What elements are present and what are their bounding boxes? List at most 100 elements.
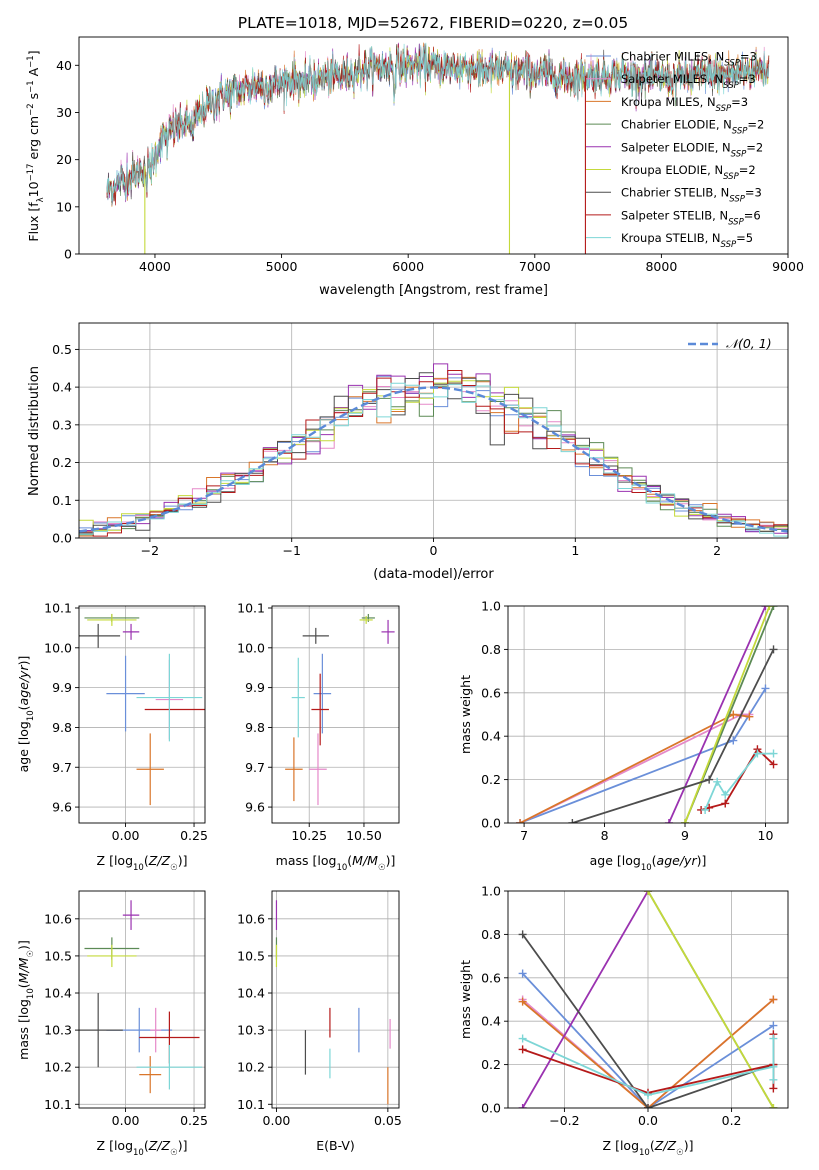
y-tick-label: 0.4 <box>481 729 501 744</box>
y-tick-label: 9.8 <box>245 720 265 735</box>
mass-weight-marker-kroupa_stelib <box>713 777 722 786</box>
mass-weight-marker-chabrier_stelib <box>568 819 577 823</box>
x-tick-label: 8 <box>601 828 609 843</box>
mass-weight-marker-salpeter_elodie <box>761 606 770 610</box>
legend-label: Kroupa STELIB, NSSP=5 <box>621 231 753 250</box>
legend-label: Salpeter STELIB, NSSP=6 <box>621 208 761 227</box>
y-tick-label: 0 <box>64 247 72 262</box>
y-tick-label: 1.0 <box>481 884 501 899</box>
x-axis-label: (data-model)/error <box>373 567 494 582</box>
axes-frame <box>78 890 206 1109</box>
x-axis-label: age [log10(age/yr)] <box>590 853 707 873</box>
axes-mass_vs_Z: 0.00 0.25 10.1 10.2 10.3 10.4 10.5 10.6 Z [log10… <box>16 890 208 1158</box>
y-tick-label: 0.2 <box>481 772 501 787</box>
mass-weight-marker-kroupa_stelib <box>769 749 778 758</box>
legend-label: Chabrier STELIB, NSSP=3 <box>621 186 762 205</box>
legend: Chabrier MILES, NSSP=3 Salpeter MILES, NS… <box>586 50 764 250</box>
y-axis-label: mass weight <box>458 675 473 754</box>
mass-weight-marker-kroupa_stelib <box>769 1075 778 1084</box>
mass-weight-marker-salpeter_stelib <box>769 760 778 769</box>
x-tick-label: 0 <box>430 543 438 558</box>
x-axis-label: Z [log10(Z/Z☉)] <box>97 1138 188 1158</box>
y-axis-label: mass [log10(M/M☉)] <box>16 940 36 1060</box>
histogram-kroupa_elodie <box>79 380 788 532</box>
y-tick-label: 10.6 <box>237 911 265 926</box>
mass-weight-marker-kroupa_elodie <box>681 819 690 823</box>
histogram-kroupa_stelib <box>79 382 788 537</box>
x-tick-label: 2 <box>713 543 721 558</box>
y-tick-label: 0.8 <box>481 642 501 657</box>
mass-weight-marker-kroupa_miles <box>745 712 754 721</box>
plot-area-residuals <box>79 363 788 537</box>
y-tick-label: 0.8 <box>481 927 501 942</box>
y-tick-label: 20 <box>56 152 72 167</box>
mass-weight-marker-kroupa_stelib <box>701 805 710 814</box>
x-tick-label: −0.2 <box>549 1113 579 1128</box>
x-tick-label: −1 <box>282 543 300 558</box>
mass-weight-marker-salpeter_stelib <box>518 1045 527 1054</box>
axes-mass_vs_ebv: 0.00 0.05 10.1 10.2 10.3 10.4 10.5 10.6 E(B-V) <box>237 890 402 1153</box>
x-tick-label: 7000 <box>519 259 551 274</box>
mass-weight-marker-kroupa_miles <box>518 997 527 1006</box>
mass-weight-marker-kroupa_miles <box>516 819 525 823</box>
y-tick-label: 0.6 <box>481 685 501 700</box>
plot-area-age_vs_Z <box>79 613 205 806</box>
y-tick-label: 10.6 <box>44 911 72 926</box>
y-tick-label: 0.0 <box>52 531 72 546</box>
legend-label: Kroupa ELODIE, NSSP=2 <box>621 163 756 182</box>
mass-weight-marker-kroupa_elodie <box>644 891 652 895</box>
y-tick-label: 10.0 <box>237 640 265 655</box>
x-tick-label: 10.25 <box>291 828 327 843</box>
y-tick-label: 10.1 <box>44 600 72 615</box>
axes-frame <box>507 605 789 824</box>
x-tick-label: 5000 <box>266 259 298 274</box>
y-tick-label: 10.5 <box>44 948 72 963</box>
x-axis-label: Z [log10(Z/Z☉)] <box>97 853 188 873</box>
x-axis-label: mass [log10(M/M☉)] <box>276 853 396 873</box>
mass-weight-marker-chabrier_stelib <box>518 930 527 939</box>
mass-weight-marker-salpeter_elodie <box>518 1104 527 1108</box>
axes-spectrum: 4000 5000 6000 7000 8000 9000 0 10 20 30 40 wavelen… <box>26 36 804 298</box>
y-tick-label: 10.3 <box>237 1023 265 1038</box>
plot-area-mass_vs_ebv <box>275 900 391 1105</box>
x-tick-label: 4000 <box>139 259 171 274</box>
legend-label: Salpeter ELODIE, NSSP=2 <box>621 140 763 159</box>
x-tick-label: 10 <box>758 828 774 843</box>
mass-weight-marker-chabrier_miles <box>761 684 770 693</box>
y-axis-label: Flux [fλ10−17 erg cm−2 s−1 A−1] <box>26 50 46 241</box>
spectrum-line-kroupa_stelib <box>106 42 770 202</box>
y-tick-label: 40 <box>56 58 72 73</box>
y-tick-label: 0.4 <box>52 380 72 395</box>
axes-frame <box>78 36 789 255</box>
x-tick-label: 10.50 <box>346 828 382 843</box>
plot-area-mass_weight_vs_age <box>516 606 778 823</box>
x-tick-label: 0.0 <box>638 1113 658 1128</box>
y-tick-label: 0.0 <box>481 1101 501 1116</box>
legend-label-normal: 𝒩(0, 1) <box>726 336 772 351</box>
legend-label: Kroupa MILES, NSSP=3 <box>621 95 748 114</box>
y-tick-label: 10.2 <box>237 1060 265 1075</box>
x-tick-label: 0.00 <box>112 1113 140 1128</box>
y-axis-label: mass weight <box>458 960 473 1039</box>
x-tick-label: 0.25 <box>180 828 208 843</box>
y-tick-label: 9.7 <box>52 760 72 775</box>
x-tick-label: 0.05 <box>374 1113 402 1128</box>
y-tick-label: 10.2 <box>44 1060 72 1075</box>
y-tick-label: 1.0 <box>481 599 501 614</box>
mass-weight-line-salpeter_elodie <box>521 891 649 1108</box>
axes-frame <box>271 890 400 1109</box>
mass-weight-marker-chabrier_stelib <box>644 1104 652 1108</box>
mass-weight-marker-kroupa_stelib <box>769 1062 778 1071</box>
mass-weight-marker-kroupa_elodie <box>765 606 774 610</box>
axes-age_vs_Z: 0.00 0.25 9.6 9.7 9.8 9.9 10.0 10.1 Z [log10(Z/Z… <box>16 600 208 873</box>
y-axis-label: Normed distribution <box>27 366 42 496</box>
mass-weight-marker-kroupa_stelib <box>721 790 730 799</box>
mass-weight-line-chabrier_miles <box>521 972 774 1108</box>
legend-label: Chabrier ELODIE, NSSP=2 <box>621 118 764 137</box>
figure-title: PLATE=1018, MJD=52672, FIBERID=0220, z=0… <box>238 14 628 32</box>
mass-weight-marker-salpeter_stelib <box>721 799 730 808</box>
legend-label: Chabrier MILES, NSSP=3 <box>621 50 757 69</box>
mass-weight-marker-kroupa_stelib <box>518 1034 527 1043</box>
y-tick-label: 0.6 <box>481 970 501 985</box>
histogram-salpeter_stelib <box>79 370 788 537</box>
